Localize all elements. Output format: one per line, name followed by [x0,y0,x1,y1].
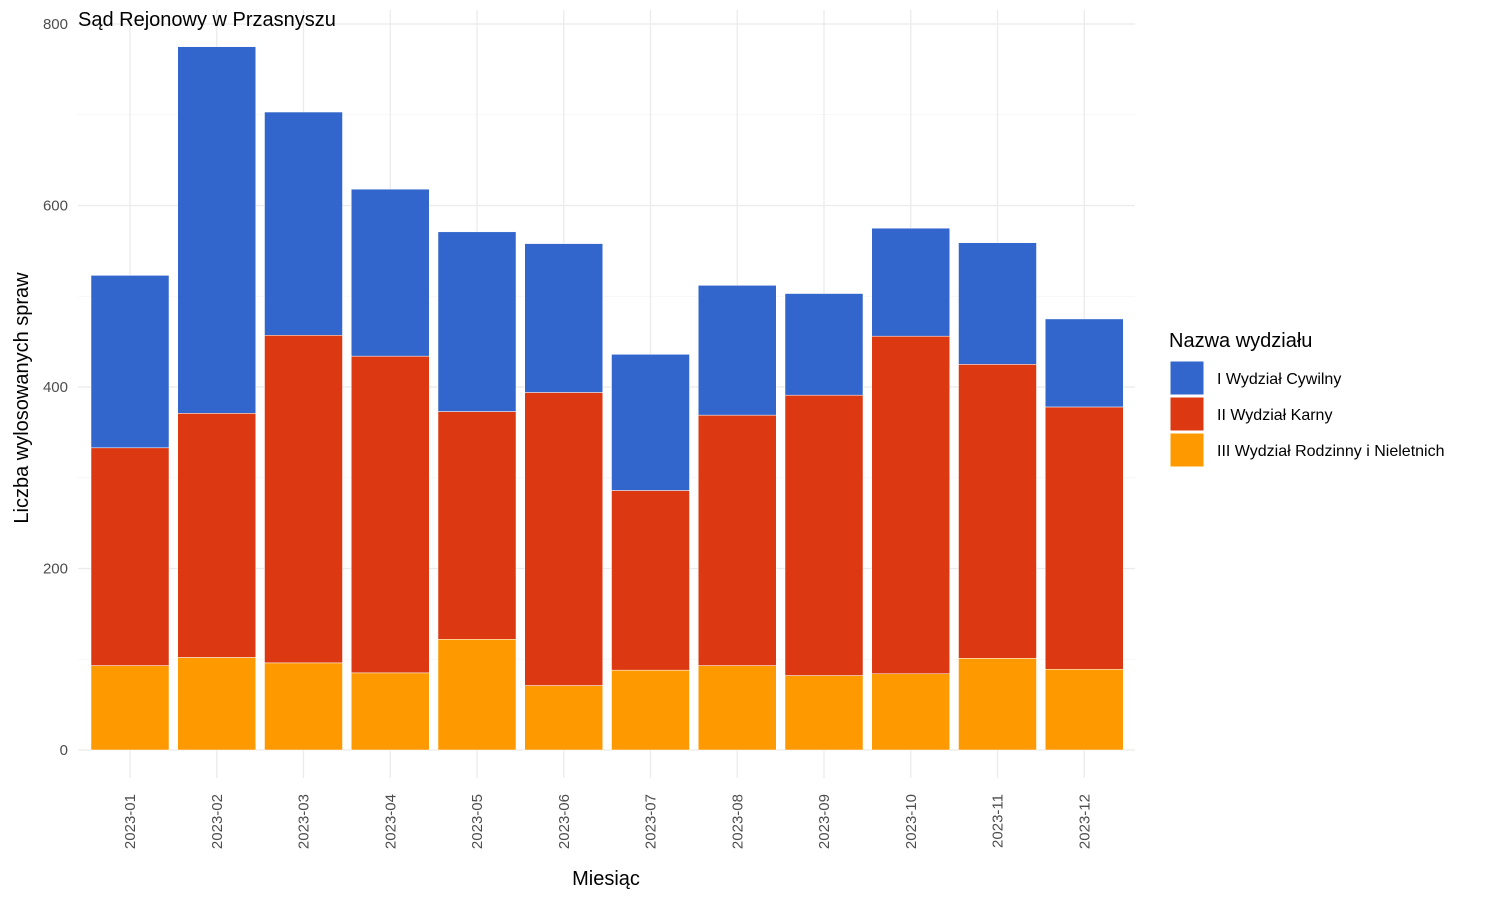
y-tick-label: 400 [43,379,68,396]
legend-swatch [1169,432,1205,468]
bar-segment [351,672,430,751]
bar-segment [524,243,603,393]
x-tick-label: 2023-11 [990,794,1007,848]
bar-segment [524,685,603,751]
bar-segment [871,673,950,751]
x-tick-label: 2023-03 [296,794,313,849]
y-tick-label: 800 [43,16,68,33]
legend-label: II Wydział Karny [1217,407,1332,424]
bar-segment [437,411,517,640]
x-tick-label: 2023-04 [382,794,399,849]
bar-segment [1045,406,1124,670]
y-axis-title: Liczba wylosowanych spraw [11,272,33,524]
x-tick-label: 2023-08 [729,794,746,849]
bar-segment [698,665,777,751]
legend-title: Nazwa wydziału [1169,330,1312,352]
chart-title: Sąd Rejonowy w Przasnyszu [78,9,336,31]
legend-swatch [1169,360,1205,396]
x-tick-label: 2023-01 [122,794,139,849]
bar-segment [784,394,864,676]
bar-segment [90,447,170,666]
x-tick-label: 2023-09 [816,794,833,849]
bars-layer [90,46,1124,751]
y-axis: 0 200 400 600 800 [43,16,68,759]
y-tick-label: 600 [43,198,68,215]
bar-segment [177,657,256,751]
bar-segment [177,46,256,414]
x-tick-label: 2023-06 [556,794,573,849]
legend-label: III Wydział Rodzinny i Nieletnich [1217,443,1445,460]
bar-segment [698,414,777,666]
x-tick-label: 2023-02 [209,794,226,849]
bar-segment [698,285,777,416]
y-tick-label: 0 [60,742,68,759]
bar-segment [524,392,603,686]
bar-segment [264,335,343,664]
bar-segment [264,111,343,336]
legend-label: I Wydział Cywilny [1217,371,1341,388]
legend-swatch [1169,396,1205,432]
x-tick-label: 2023-05 [469,794,486,849]
bar-segment [958,364,1037,659]
x-tick-label: 2023-07 [643,794,660,849]
bar-segment [351,355,430,674]
bar-segment [871,335,950,675]
bar-segment [784,293,864,396]
bar-segment [958,658,1037,751]
bar-segment [611,669,690,751]
bar-segment [611,490,690,671]
bar-segment [1045,318,1124,408]
bar-segment [871,227,950,337]
bar-segment [437,639,517,751]
legend: Nazwa wydziału I Wydział Cywilny II Wydzi… [1169,330,1445,468]
bar-segment [1045,668,1124,751]
bar-segment [264,662,343,751]
bar-segment [437,231,517,412]
bar-segment [958,242,1037,365]
x-axis-title: Miesiąc [572,868,640,890]
bar-segment [784,675,864,751]
bar-segment [611,354,690,491]
y-tick-label: 200 [43,561,68,578]
bar-segment [90,665,170,751]
bar-segment [90,275,170,449]
x-tick-label: 2023-10 [903,794,920,849]
x-axis: 2023-01 2023-02 2023-03 2023-04 2023-05 2023-… [122,794,1093,849]
bar-segment [177,413,256,658]
x-tick-label: 2023-12 [1076,794,1093,849]
bar-segment [351,188,430,357]
